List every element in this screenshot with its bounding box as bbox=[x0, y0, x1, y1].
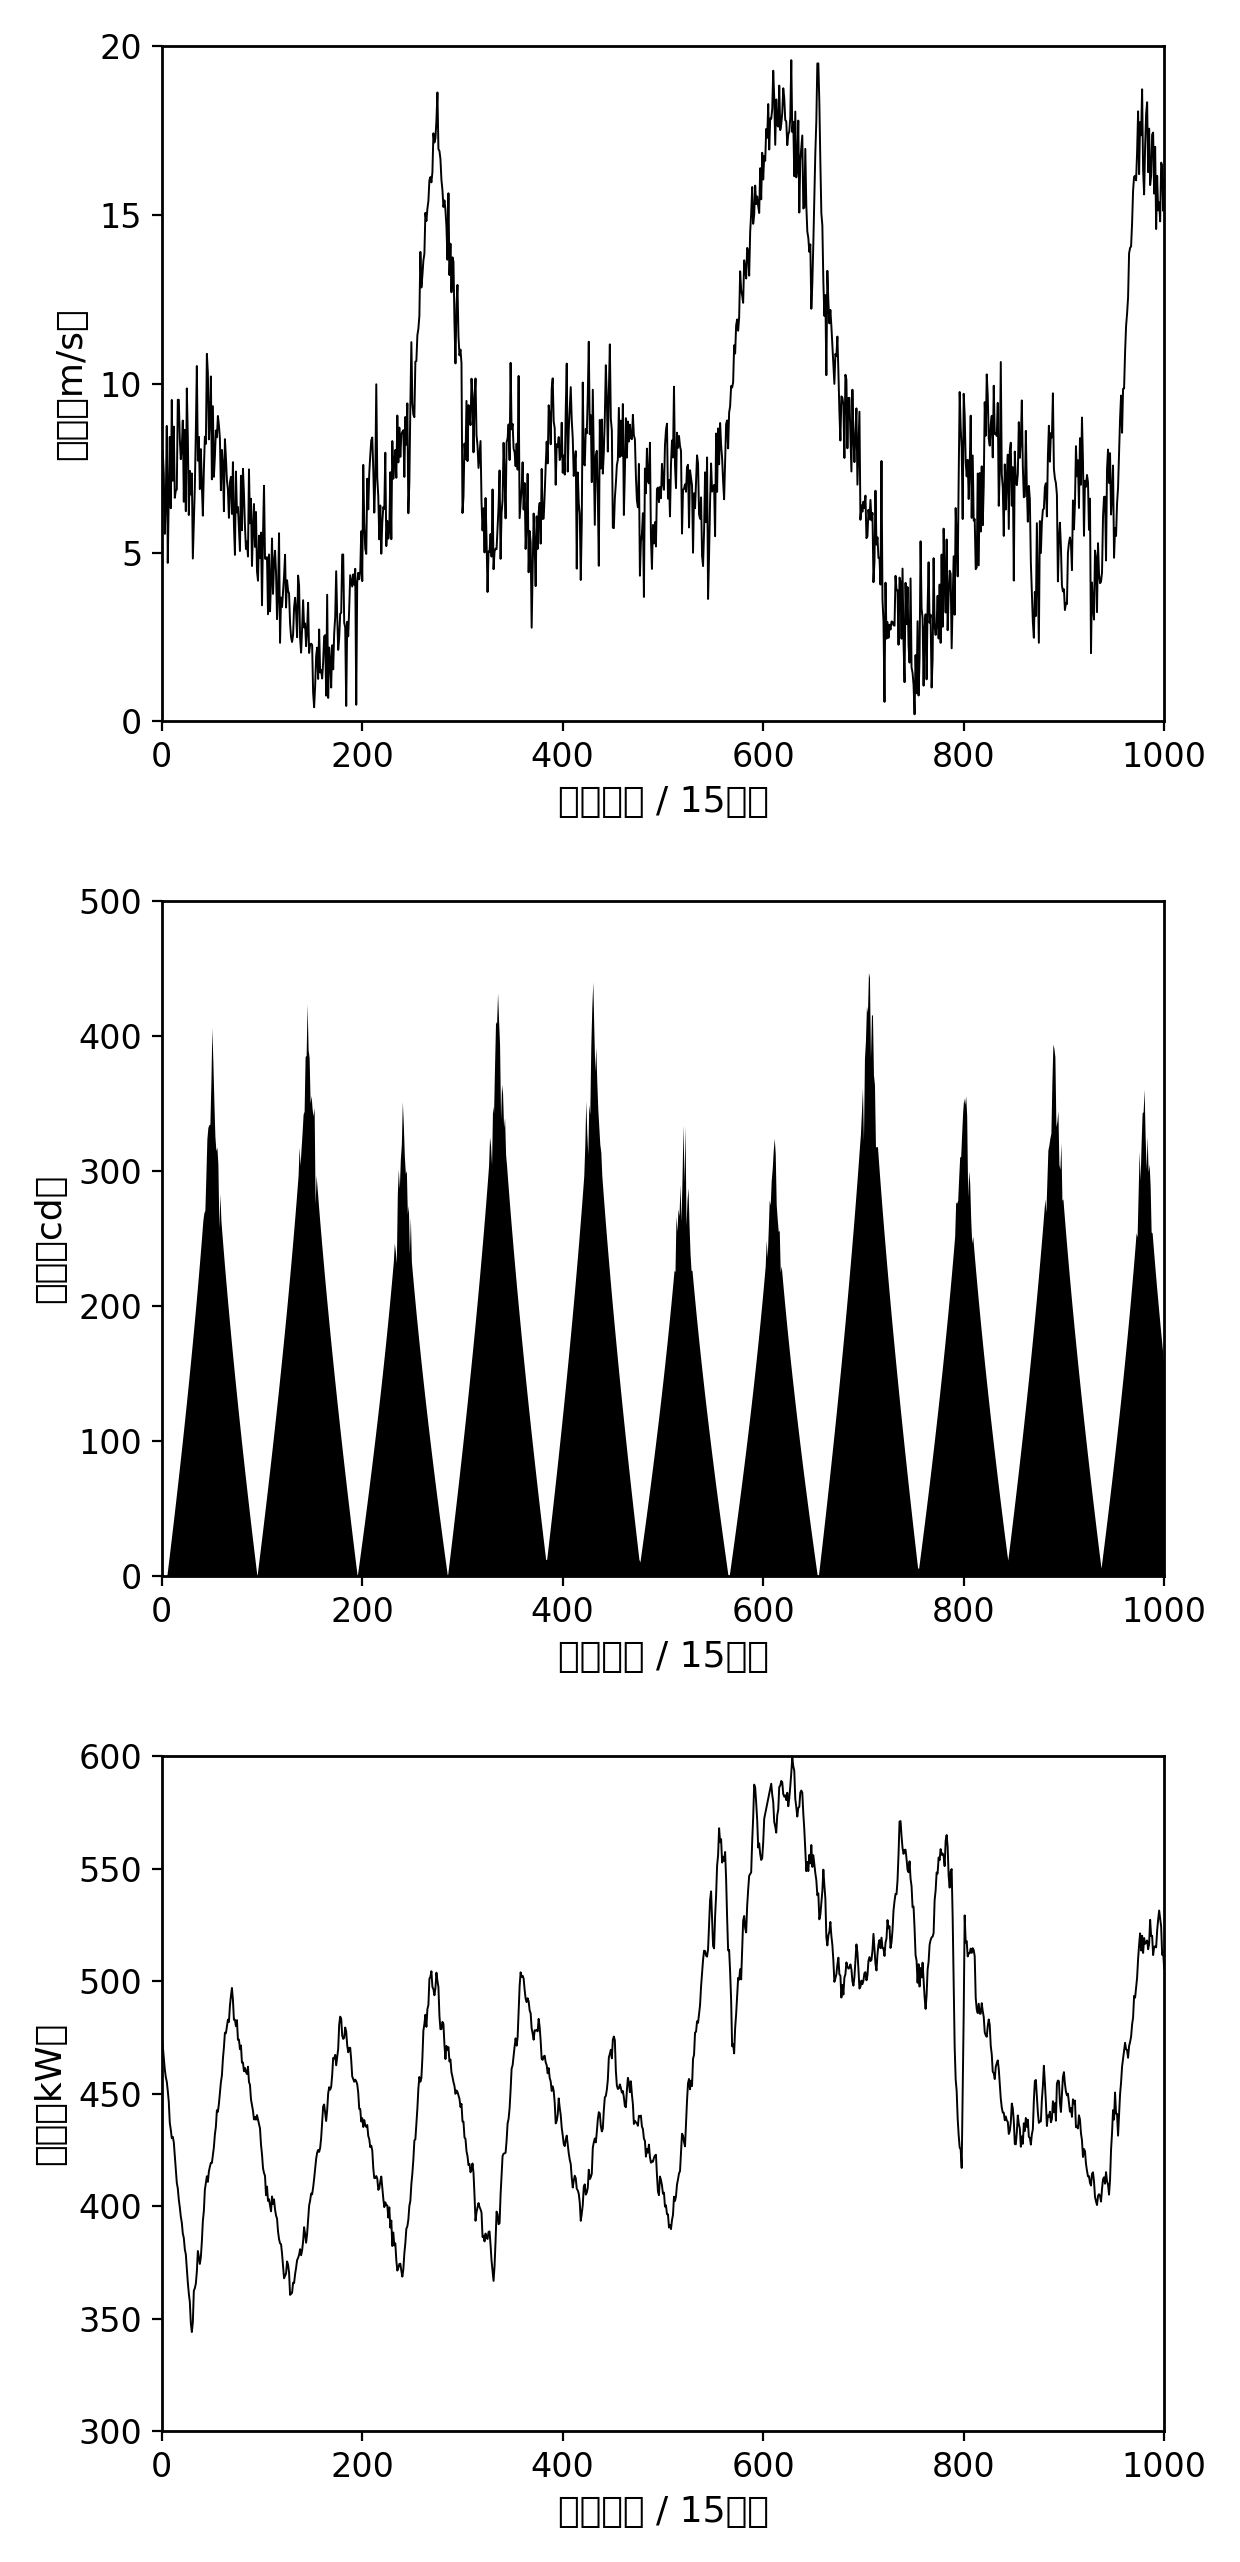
X-axis label: 采样时间 / 15分钟: 采样时间 / 15分钟 bbox=[558, 784, 769, 820]
Y-axis label: 负荷（kW）: 负荷（kW） bbox=[33, 2021, 67, 2165]
Y-axis label: 风速（m/s）: 风速（m/s） bbox=[55, 307, 88, 461]
X-axis label: 采样时间 / 15分钟: 采样时间 / 15分钟 bbox=[558, 1640, 769, 1673]
X-axis label: 采样时间 / 15分钟: 采样时间 / 15分钟 bbox=[558, 2495, 769, 2529]
Y-axis label: 光强（cd）: 光强（cd） bbox=[33, 1173, 67, 1304]
